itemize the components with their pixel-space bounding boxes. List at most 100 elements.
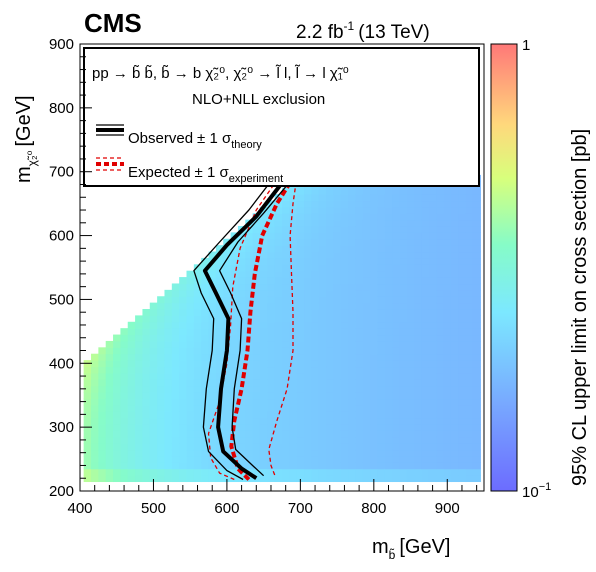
heatmap-cell — [465, 455, 474, 463]
heatmap-cell — [282, 219, 290, 227]
heatmap-cell — [289, 283, 298, 291]
heatmap-cell — [289, 398, 298, 406]
heatmap-cell — [443, 404, 452, 412]
heatmap-cell — [384, 194, 393, 202]
heatmap-cell — [127, 430, 136, 438]
heatmap-cell — [414, 423, 423, 431]
heatmap-cell — [340, 366, 349, 374]
heatmap-cell — [237, 309, 246, 316]
heatmap-cell — [326, 309, 335, 316]
heatmap-cell — [333, 379, 342, 387]
heatmap-cell — [304, 417, 312, 425]
heatmap-cell — [267, 379, 276, 387]
heatmap-cell — [171, 328, 180, 336]
heatmap-cell — [399, 264, 408, 272]
heatmap-cell — [362, 206, 371, 214]
heatmap-cell — [362, 372, 371, 380]
heatmap-cell — [127, 423, 136, 431]
heatmap-cell — [458, 213, 467, 221]
heatmap-cell — [428, 309, 437, 316]
heatmap-cell — [149, 423, 158, 431]
heatmap-cell — [458, 245, 467, 253]
heatmap-cell — [414, 392, 423, 400]
heatmap-cell — [472, 200, 481, 208]
heatmap-cell — [384, 225, 393, 233]
heatmap-cell — [333, 194, 342, 202]
heatmap-cells — [83, 174, 481, 483]
heatmap-cell — [193, 315, 202, 323]
heatmap-cell — [237, 353, 246, 361]
heatmap-cell — [370, 296, 379, 304]
heatmap-cell — [171, 289, 180, 297]
heatmap-cell — [179, 302, 188, 310]
heatmap-cell — [215, 449, 224, 457]
heatmap-cell — [193, 347, 202, 355]
heatmap-cell — [157, 462, 166, 470]
heatmap-cell — [428, 213, 437, 221]
heatmap-cell — [436, 238, 445, 246]
heatmap-cell — [421, 194, 430, 202]
heatmap-cell — [472, 340, 481, 348]
heatmap-cell — [237, 289, 246, 297]
heatmap-cell — [113, 423, 121, 431]
heatmap-cell — [465, 411, 474, 419]
heatmap-cell — [399, 232, 408, 240]
heatmap-cell — [282, 417, 290, 425]
heatmap-cell — [223, 423, 232, 431]
heatmap-cell — [384, 257, 393, 265]
heatmap-cell — [370, 321, 379, 329]
heatmap-cell — [377, 257, 386, 265]
heatmap-cell — [296, 340, 305, 348]
heatmap-cell — [296, 379, 305, 387]
heatmap-cell — [252, 366, 261, 374]
heatmap-cell — [340, 334, 349, 342]
heatmap-cell — [201, 347, 210, 355]
heatmap-cell — [296, 232, 305, 240]
heatmap-cell — [237, 340, 246, 348]
heatmap-cell — [333, 443, 342, 451]
heatmap-cell — [98, 430, 107, 438]
heatmap-cell — [223, 430, 232, 438]
heatmap-cell — [458, 353, 467, 361]
heatmap-cell — [237, 423, 246, 431]
heatmap-cell — [370, 475, 379, 483]
heatmap-cell — [377, 455, 386, 463]
heatmap-cell — [91, 392, 99, 400]
heatmap-cell — [370, 385, 379, 393]
heatmap-cell — [436, 232, 445, 240]
heatmap-cell — [362, 366, 371, 374]
heatmap-cell — [472, 289, 481, 297]
heatmap-cell — [414, 321, 423, 329]
heatmap-cell — [171, 372, 180, 380]
heatmap-cell — [311, 340, 320, 348]
heatmap-cell — [91, 417, 99, 425]
heatmap-cell — [384, 430, 393, 438]
heatmap-cell — [296, 423, 305, 431]
heatmap-cell — [208, 398, 217, 406]
heatmap-cell — [245, 404, 254, 412]
heatmap-cell — [355, 398, 364, 406]
heatmap-cell — [296, 264, 305, 272]
heatmap-cell — [142, 468, 151, 476]
heatmap-cell — [318, 340, 327, 348]
heatmap-cell — [127, 340, 136, 348]
heatmap-cell — [274, 462, 283, 470]
heatmap-cell — [215, 334, 224, 342]
heatmap-cell — [384, 289, 393, 297]
heatmap-cell — [406, 238, 415, 246]
heatmap-cell — [267, 372, 276, 380]
heatmap-cell — [98, 462, 107, 470]
heatmap-cell — [414, 283, 423, 291]
heatmap-cell — [326, 455, 335, 463]
heatmap-cell — [414, 309, 423, 316]
heatmap-cell — [186, 404, 195, 412]
heatmap-cell — [245, 443, 254, 451]
heatmap-cell — [282, 443, 290, 451]
heatmap-cell — [230, 245, 239, 253]
heatmap-cell — [414, 200, 423, 208]
heatmap-cell — [105, 398, 114, 406]
heatmap-cell — [259, 443, 268, 451]
heatmap-cell — [436, 200, 445, 208]
heatmap-cell — [282, 475, 290, 483]
heatmap-cell — [91, 360, 99, 368]
